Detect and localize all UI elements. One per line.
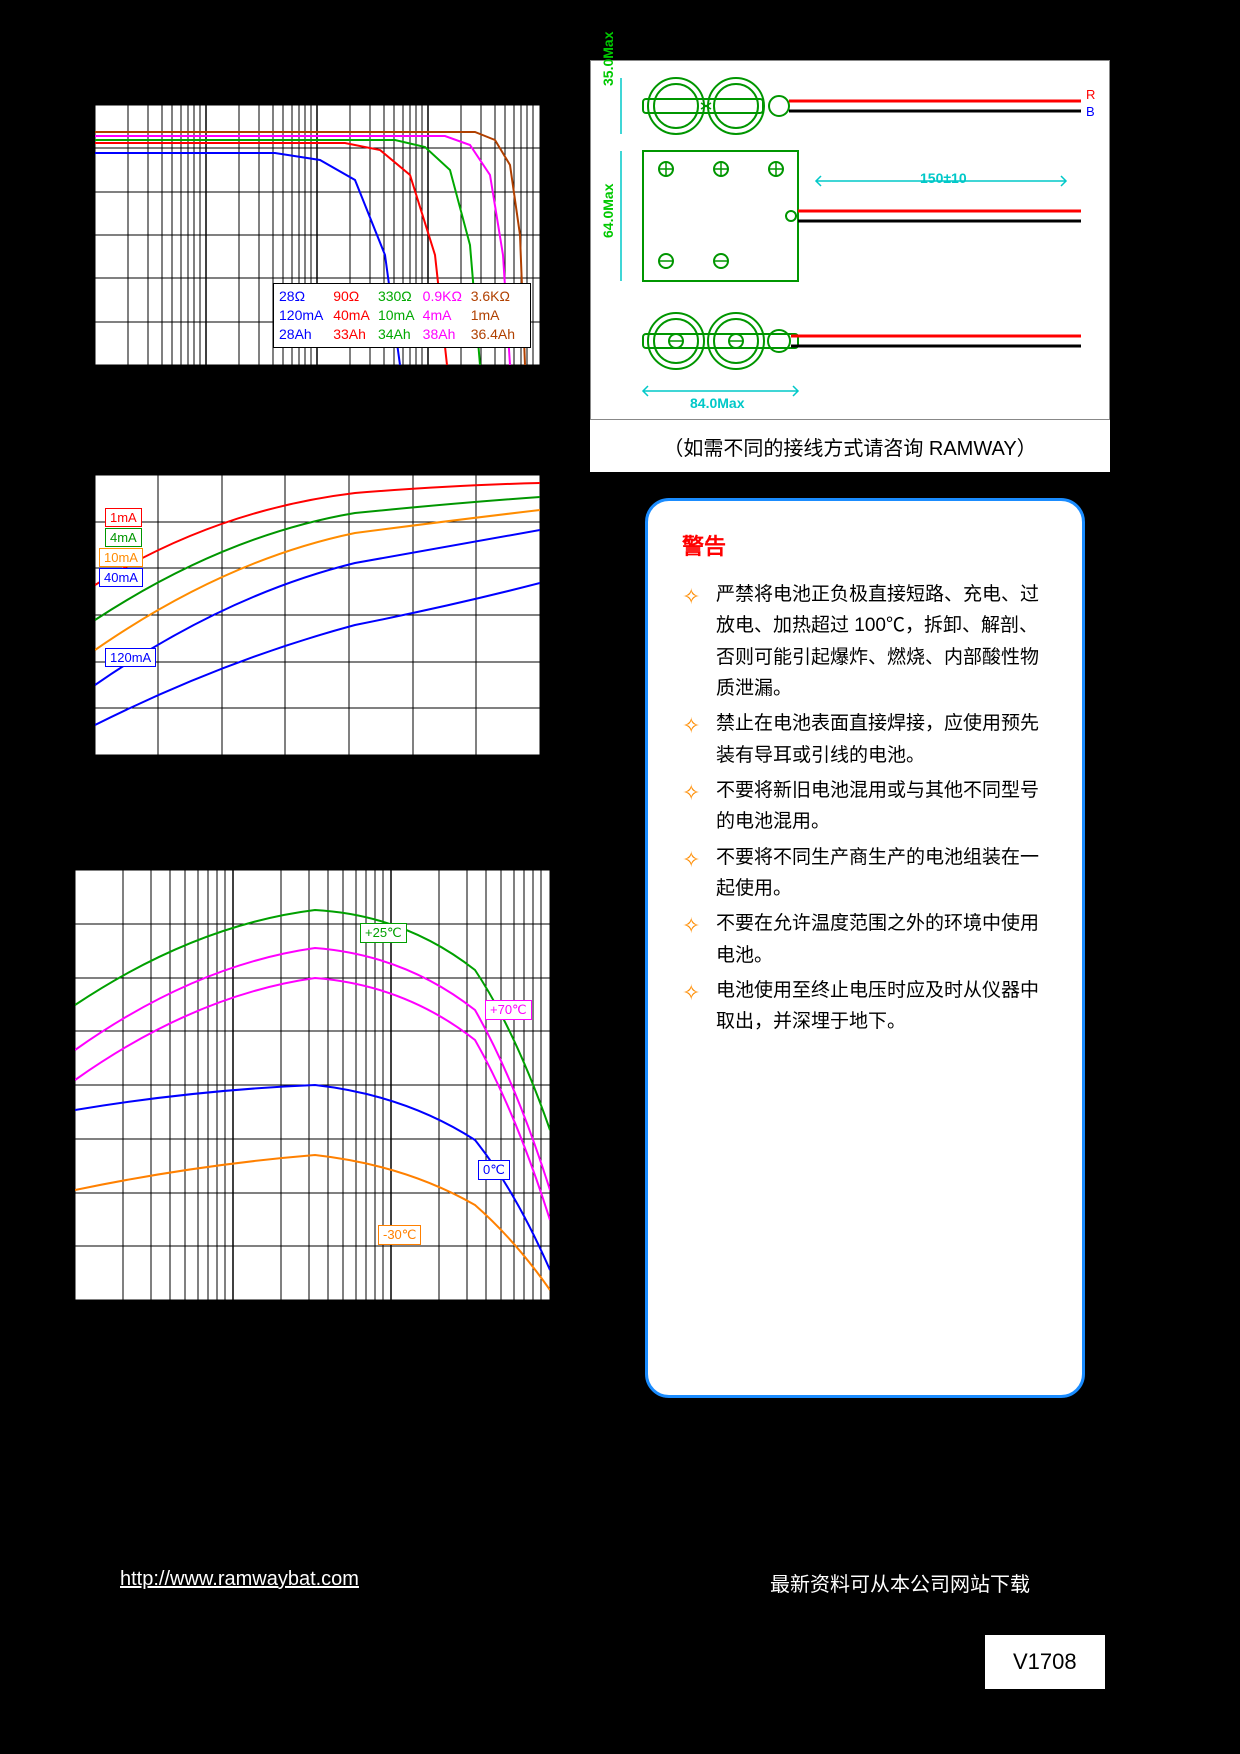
warning-item: 禁止在电池表面直接焊接，应使用预先装有导耳或引线的电池。 bbox=[682, 708, 1052, 771]
chart3-label-25c: +25℃ bbox=[360, 923, 407, 943]
pulse-voltage-chart bbox=[75, 870, 550, 1300]
dim-height-top: 35.0Max bbox=[600, 32, 616, 86]
warning-item: 不要在允许温度范围之外的环境中使用电池。 bbox=[682, 908, 1052, 971]
version-label: V1708 bbox=[985, 1635, 1105, 1689]
wire-label-b: B bbox=[1086, 104, 1095, 119]
chart2-label-1ma: 1mA bbox=[105, 508, 142, 527]
warning-panel: 警告 严禁将电池正负极直接短路、充电、过放电、加热超过 100℃，拆卸、解剖、否… bbox=[645, 498, 1085, 1398]
chart3-label-70c: +70℃ bbox=[485, 1000, 532, 1020]
battery-pack-diagram: R B bbox=[590, 60, 1110, 420]
dim-lead-length: 150±10 bbox=[920, 170, 967, 186]
dim-width: 84.0Max bbox=[690, 395, 744, 411]
warning-list: 严禁将电池正负极直接短路、充电、过放电、加热超过 100℃，拆卸、解剖、否则可能… bbox=[682, 579, 1052, 1038]
chart3-label-n30c: -30℃ bbox=[378, 1225, 421, 1245]
chart2-label-120ma: 120mA bbox=[105, 648, 156, 667]
chart2-label-40ma: 40mA bbox=[99, 568, 143, 587]
chart2-label-10ma: 10mA bbox=[99, 548, 143, 567]
chart2-label-4ma: 4mA bbox=[105, 528, 142, 547]
footer-right-text: 最新资料可从本公司网站下载 bbox=[770, 1568, 1030, 1597]
warning-item: 不要将不同生产商生产的电池组装在一起使用。 bbox=[682, 842, 1052, 905]
wiring-note: （如需不同的接线方式请咨询 RAMWAY） bbox=[590, 420, 1110, 472]
footer-url[interactable]: http://www.ramwaybat.com bbox=[120, 1568, 359, 1591]
temperature-voltage-chart bbox=[95, 475, 540, 755]
chart1-legend: 28Ω 90Ω 330Ω 0.9KΩ 3.6KΩ 120mA 40mA 10mA… bbox=[273, 283, 531, 348]
chart3-label-0c: 0℃ bbox=[478, 1160, 510, 1180]
warning-title: 警告 bbox=[682, 529, 1052, 561]
wire-label-r: R bbox=[1086, 87, 1095, 102]
dim-height-mid: 64.0Max bbox=[600, 184, 616, 238]
warning-item: 严禁将电池正负极直接短路、充电、过放电、加热超过 100℃，拆卸、解剖、否则可能… bbox=[682, 579, 1052, 704]
warning-item: 电池使用至终止电压时应及时从仪器中取出，并深埋于地下。 bbox=[682, 975, 1052, 1038]
warning-item: 不要将新旧电池混用或与其他不同型号的电池混用。 bbox=[682, 775, 1052, 838]
